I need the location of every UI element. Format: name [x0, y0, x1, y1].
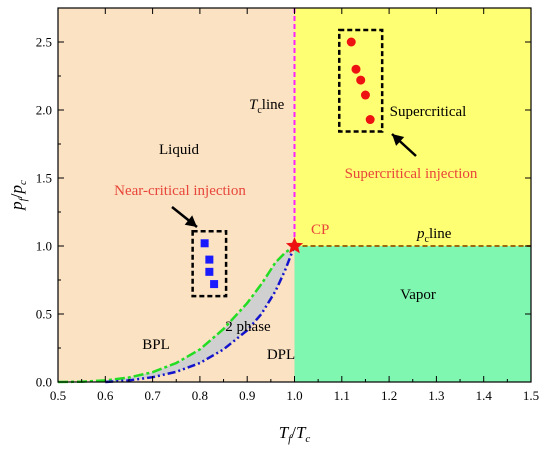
x-tick-label: 1.0 [286, 388, 302, 403]
x-tick-label: 1.4 [476, 388, 493, 403]
two-phase-label: 2 phase [225, 319, 271, 335]
y-axis-label: pf/pc [7, 180, 29, 211]
critical-point-star [285, 237, 304, 254]
vapor-label: Vapor [400, 287, 436, 303]
x-tick-label: 0.7 [144, 388, 161, 403]
bpl-label: BPL [142, 337, 170, 353]
supercritical-region [294, 8, 531, 246]
supercritical-point [351, 64, 361, 74]
y-tick-label: 1.0 [36, 239, 52, 254]
tc-line-label: Tcline [249, 97, 285, 116]
axes-layer: 0.5 0.6 0.7 0.8 0.9 1.0 1.1 1.2 1.3 1.4 1.50.00.51… [7, 7, 539, 445]
supercritical-point [356, 75, 366, 85]
near-critical-point [205, 267, 214, 276]
supercritical-arrow-head [392, 134, 405, 146]
points-layer [171, 37, 417, 289]
labels-layer: Liquid Supercritical Vapor 2 phase BPL DPL Tcl… [114, 97, 478, 363]
cp-label: CP [311, 222, 329, 238]
supercritical-point [365, 115, 375, 125]
y-tick-label: 0.0 [36, 375, 52, 390]
pc-line-label: pcline [416, 226, 452, 245]
y-tick-label: 0.5 [36, 307, 52, 322]
supercritical-annotation: Supercritical injection [345, 166, 478, 182]
x-tick-label: 1.5 [523, 388, 539, 403]
supercritical-point [360, 90, 370, 100]
near-critical-point [210, 280, 219, 289]
x-tick-label: 1.1 [334, 388, 350, 403]
injection-box-near-critical [191, 230, 228, 298]
near-critical-annotation: Near-critical injection [114, 183, 246, 199]
x-tick-label: 1.2 [381, 388, 397, 403]
x-axis-label: Tf/Tc [279, 423, 311, 445]
x-tick-label: 1.3 [428, 388, 444, 403]
x-tick-label: 0.6 [97, 388, 114, 403]
near-critical-point [200, 239, 209, 248]
near-critical-arrow-head [184, 215, 197, 227]
y-tick-label: 1.5 [36, 171, 52, 186]
supercritical-point [346, 37, 356, 47]
liquid-label: Liquid [159, 142, 199, 158]
dpl-curve [105, 245, 296, 384]
vapor-region [294, 246, 531, 382]
regions-layer [58, 8, 531, 382]
x-tick-label: 0.5 [50, 388, 66, 403]
dpl-label: DPL [267, 347, 295, 363]
x-tick-label: 0.9 [239, 388, 255, 403]
y-tick-label: 2.0 [36, 103, 52, 118]
near-critical-point [205, 255, 214, 264]
x-tick-label: 0.8 [192, 388, 208, 403]
supercritical-label: Supercritical [390, 104, 467, 120]
two-phase-region [58, 246, 295, 382]
y-tick-label: 2.5 [36, 35, 52, 50]
